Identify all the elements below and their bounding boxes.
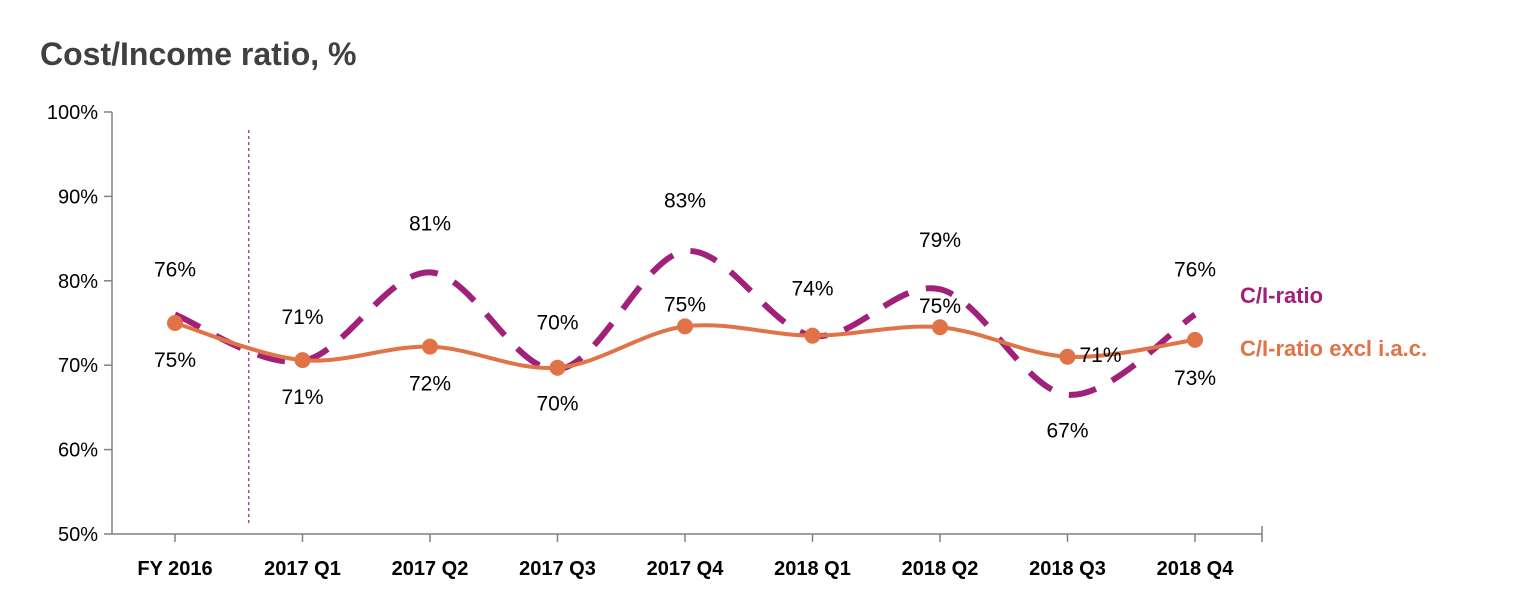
- x-tick-label: 2018 Q3: [1029, 558, 1106, 580]
- data-label: 70%: [536, 311, 578, 334]
- data-point: [422, 338, 438, 355]
- y-tick-label: 90%: [58, 186, 98, 208]
- data-point: [294, 352, 311, 369]
- data-label: 83%: [664, 189, 706, 212]
- legend-entry: C/I-ratio excl i.a.c.: [1240, 336, 1427, 361]
- data-point: [1187, 331, 1203, 348]
- x-tick-label: FY 2016: [137, 558, 212, 580]
- x-tick-label: 2017 Q4: [647, 558, 725, 580]
- data-label: 71%: [281, 386, 323, 409]
- data-point: [549, 359, 566, 376]
- data-point: [167, 315, 183, 331]
- data-point: [677, 318, 693, 335]
- data-label: 73%: [1174, 367, 1216, 390]
- data-label: 70%: [536, 393, 578, 416]
- y-tick-label: 50%: [58, 524, 98, 546]
- data-label: 81%: [409, 212, 451, 235]
- data-label: 74%: [791, 278, 833, 301]
- y-tick-label: 80%: [58, 271, 98, 293]
- legend-entry: C/I-ratio: [1240, 283, 1323, 308]
- data-label: 67%: [1046, 420, 1088, 443]
- data-label: 75%: [154, 349, 196, 372]
- x-tick-label: 2017 Q2: [392, 558, 469, 580]
- data-label: 71%: [281, 306, 323, 329]
- data-label: 76%: [154, 259, 196, 282]
- x-tick-label: 2018 Q2: [902, 558, 979, 580]
- data-label: 79%: [919, 229, 961, 252]
- data-label: 75%: [664, 293, 706, 316]
- y-tick-label: 100%: [47, 102, 98, 124]
- data-point: [804, 327, 821, 344]
- data-label: 71%: [1079, 344, 1121, 367]
- x-tick-label: 2017 Q3: [519, 558, 596, 580]
- y-tick-label: 60%: [58, 440, 98, 462]
- legend: C/I-ratio C/I-ratio excl i.a.c.: [1240, 283, 1427, 361]
- y-axis-ticks: 50% 60% 70% 80% 90% 100%: [47, 102, 112, 546]
- x-tick-label: 2018 Q1: [774, 558, 851, 580]
- series-line-ci-ratio: [173, 248, 1197, 398]
- data-label: 76%: [1174, 259, 1216, 282]
- data-label: 75%: [919, 295, 961, 318]
- data-labels: 76% 71% 81% 70% 83% 74% 79% 67% 76% 75% 71% 72% 70% 7…: [154, 189, 1216, 442]
- axes: [111, 112, 1262, 535]
- x-tick-label: 2017 Q1: [264, 558, 341, 580]
- chart-title: Cost/Income ratio, %: [40, 36, 357, 72]
- data-point: [932, 319, 948, 336]
- y-tick-label: 70%: [58, 355, 98, 377]
- data-label: 72%: [409, 373, 451, 396]
- x-axis-ticks: FY 2016 2017 Q1 2017 Q2 2017 Q3 2017 Q4 2018 …: [137, 526, 1263, 580]
- series-points: [167, 315, 1203, 376]
- x-tick-label: 2018 Q4: [1157, 558, 1235, 580]
- data-point: [1059, 348, 1076, 365]
